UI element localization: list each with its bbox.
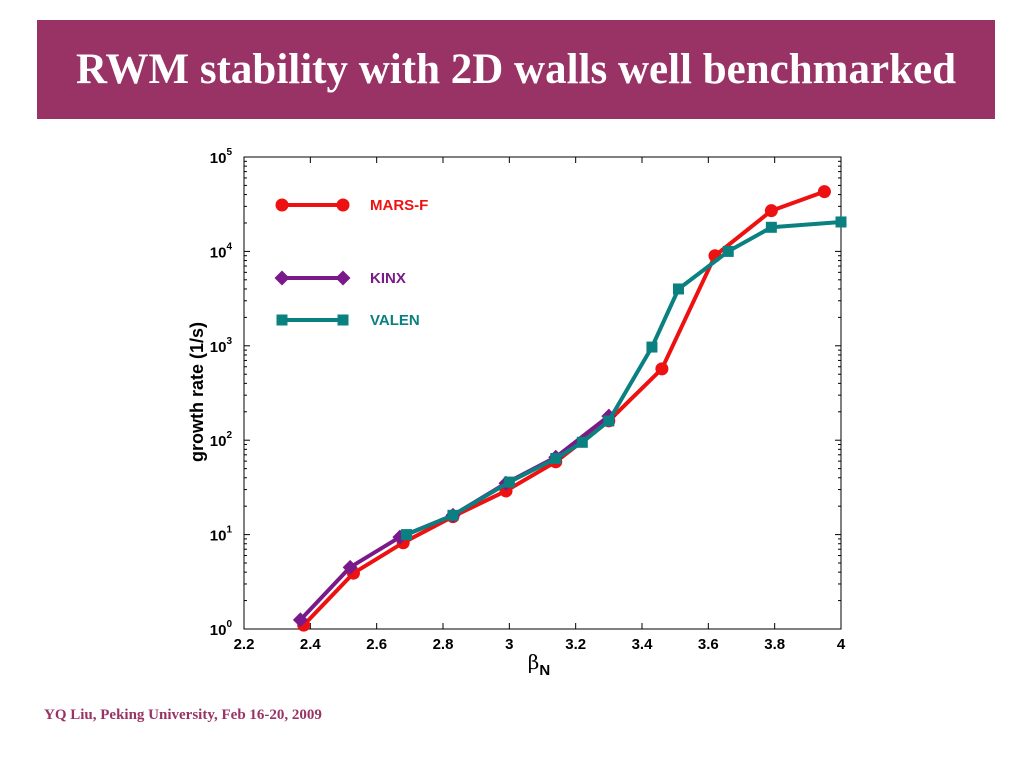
data-point-valen <box>646 341 658 353</box>
legend-marker-kinx <box>274 270 290 286</box>
legend-label-kinx: KINX <box>370 270 406 287</box>
legend-marker-valen <box>276 314 288 326</box>
series-line-valen <box>405 220 842 537</box>
legend-marker-mars-f <box>336 198 350 212</box>
series-line-mars-f <box>302 189 826 627</box>
x-tick-label: 2.8 <box>433 636 454 653</box>
data-point-valen <box>835 216 847 228</box>
series-layer <box>292 185 847 632</box>
y-tick-label: 104 <box>210 241 233 261</box>
y-tick-exponent: 5 <box>226 147 232 158</box>
data-point-valen <box>765 221 777 233</box>
legend-label-valen: VALEN <box>370 312 420 329</box>
y-tick-exponent: 3 <box>226 336 232 347</box>
data-point-valen <box>550 452 562 464</box>
legend-marker-valen <box>337 314 349 326</box>
legend-item-valen: VALEN <box>276 312 420 329</box>
x-tick-label: 3.4 <box>632 636 654 653</box>
y-tick-label: 102 <box>210 430 233 450</box>
data-point-valen <box>603 415 615 427</box>
legend-item-kinx: KINX <box>274 270 406 287</box>
x-axis-label: βN <box>528 650 550 679</box>
y-tick-base: 10 <box>210 244 227 261</box>
x-tick-label: 3 <box>505 636 513 653</box>
title-bar: RWM stability with 2D walls well benchma… <box>37 20 995 119</box>
y-tick-exponent: 0 <box>226 619 232 630</box>
y-tick-exponent: 1 <box>226 525 232 536</box>
x-axis-label-subscript: N <box>539 662 550 679</box>
y-tick-label: 100 <box>210 619 233 639</box>
y-axis-label: growth rate (1/s) <box>187 322 207 462</box>
y-tick-base: 10 <box>210 433 227 450</box>
y-tick-base: 10 <box>210 622 227 639</box>
legend-label-mars-f: MARS-F <box>370 197 428 214</box>
data-point-valen <box>447 509 459 521</box>
data-point-valen <box>722 245 734 257</box>
data-point-mars-f <box>655 362 669 376</box>
plot-area-frame <box>243 156 842 630</box>
data-point-valen <box>503 476 515 488</box>
legend-item-mars-f: MARS-F <box>275 197 428 214</box>
series-mars-f <box>297 185 831 632</box>
y-tick-label: 103 <box>210 336 233 356</box>
data-point-valen <box>401 529 413 541</box>
x-tick-label: 2.4 <box>300 636 322 653</box>
y-tick-exponent: 4 <box>226 241 232 252</box>
series-valen <box>401 216 847 541</box>
data-point-valen <box>576 436 588 448</box>
y-tick-label: 101 <box>210 525 233 545</box>
y-tick-base: 10 <box>210 528 227 545</box>
y-tick-base: 10 <box>210 339 227 356</box>
x-tick-label: 3.6 <box>698 636 719 653</box>
x-axis-ticks: 2.2 2.4 2.6 2.8 3 3.2 3.4 3.6 3.8 4 <box>234 157 846 653</box>
legend-marker-mars-f <box>275 198 289 212</box>
data-point-mars-f <box>764 204 778 218</box>
footer-credit: YQ Liu, Peking University, Feb 16-20, 20… <box>44 707 322 723</box>
data-point-mars-f <box>817 185 831 199</box>
y-tick-base: 10 <box>210 150 227 167</box>
data-point-kinx <box>292 612 308 628</box>
x-tick-label: 2.6 <box>366 636 387 653</box>
x-tick-label: 2.2 <box>234 636 255 653</box>
x-tick-label: 4 <box>837 636 846 653</box>
legend-marker-kinx <box>335 270 351 286</box>
x-axis-label-symbol: β <box>528 650 540 674</box>
x-tick-label: 3.8 <box>764 636 785 653</box>
data-point-kinx <box>342 559 358 575</box>
data-point-valen <box>672 283 684 295</box>
x-tick-label: 3.2 <box>565 636 586 653</box>
y-tick-label: 105 <box>210 147 233 167</box>
slide-title: RWM stability with 2D walls well benchma… <box>76 46 956 93</box>
y-tick-exponent: 2 <box>226 430 232 441</box>
legend: MARS-F KINX VALEN <box>274 197 428 329</box>
